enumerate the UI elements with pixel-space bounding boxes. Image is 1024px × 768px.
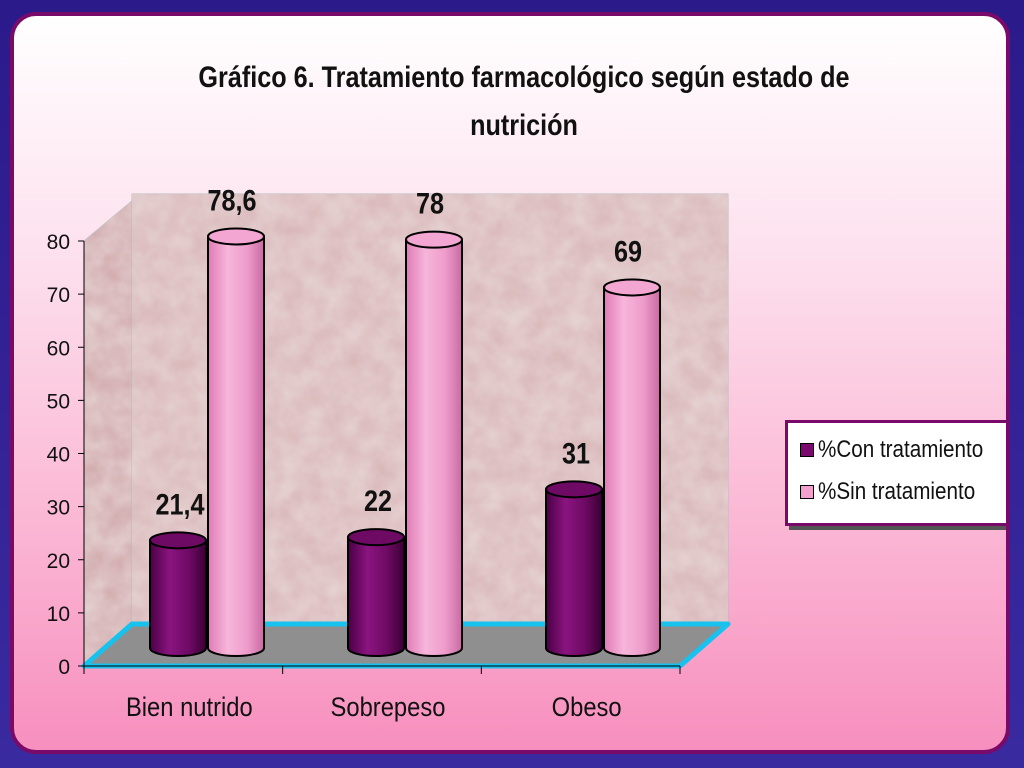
data-label: 31 [562, 436, 590, 470]
bar-body [347, 536, 405, 657]
bar-body [545, 488, 603, 657]
data-label: 69 [614, 234, 642, 268]
y-tick-label: 70 [47, 284, 70, 307]
bar: 69 [603, 234, 661, 657]
x-tick-label: Obeso [552, 693, 622, 723]
y-tick-label: 40 [47, 444, 70, 467]
bar-top [545, 480, 603, 499]
y-tick-label: 10 [47, 603, 70, 626]
data-label: 78,6 [207, 183, 256, 217]
bar: 21,4 [149, 487, 207, 657]
y-tick-label: 80 [47, 231, 70, 254]
y-tick-label: 30 [47, 497, 70, 520]
legend-label-sin: %Sin tratamiento [818, 478, 976, 505]
bar: 78 [405, 187, 463, 657]
y-axis: 0 10 20 30 40 50 60 70 80 [47, 231, 85, 679]
bar-body [149, 539, 207, 657]
chart-title: Gráfico 6. Tratamiento farmacológico seg… [198, 61, 850, 142]
bar-top [405, 230, 463, 249]
data-label: 22 [364, 484, 392, 518]
legend-swatch-sin [800, 485, 814, 499]
bar-top [207, 227, 265, 246]
chart-svg: 0 10 20 30 40 50 60 70 80 Bien nutrido Sobrepeso O… [47, 183, 731, 723]
x-tick-label: Bien nutrido [126, 693, 253, 723]
bar: 78,6 [207, 183, 265, 657]
legend: %Con tratamiento %Sin tratamiento [785, 420, 1006, 526]
legend-label-con: %Con tratamiento [818, 436, 984, 463]
slide-frame: 0 10 20 30 40 50 60 70 80 Bien nutrido Sobrepeso O… [10, 12, 1010, 754]
bar-body [405, 238, 463, 657]
data-label: 21,4 [155, 487, 205, 521]
y-tick-label: 60 [47, 337, 70, 360]
legend-swatch-con [800, 443, 814, 457]
x-axis: Bien nutrido Sobrepeso Obeso [83, 665, 681, 723]
bar: 31 [545, 436, 603, 657]
side-wall-texture [84, 201, 132, 666]
y-tick-label: 0 [58, 656, 70, 679]
bar-top [603, 278, 661, 297]
bar-top [347, 528, 405, 547]
bar: 22 [347, 484, 405, 657]
bar-top [149, 531, 207, 550]
data-label: 78 [416, 187, 444, 221]
bars: 21,4 78,6 22 78 31 69 [149, 183, 661, 657]
legend-item-con: %Con tratamiento [800, 436, 1006, 463]
x-tick-label: Sobrepeso [331, 693, 446, 723]
y-tick-label: 50 [47, 390, 70, 413]
bar-body [207, 235, 265, 657]
y-tick-label: 20 [47, 550, 70, 573]
bar-body [603, 286, 661, 657]
legend-item-sin: %Sin tratamiento [800, 478, 1001, 505]
